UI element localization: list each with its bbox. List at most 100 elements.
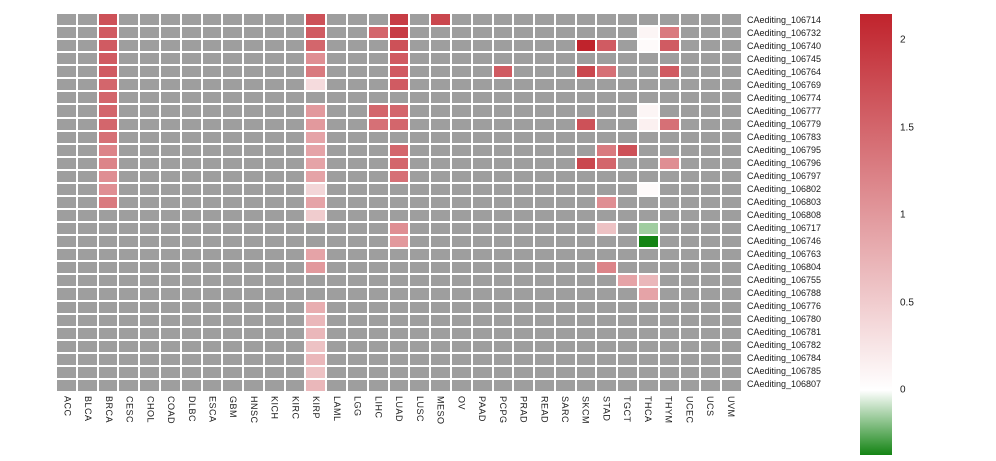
heatmap-cell [514, 210, 534, 222]
heatmap-cell [680, 196, 700, 209]
heatmap-cell [555, 105, 575, 117]
heatmap-cell [327, 27, 347, 39]
heatmap-cell [202, 170, 222, 182]
heatmap-cell [57, 340, 76, 352]
heatmap-cell [223, 14, 243, 26]
heatmap-cell [98, 327, 118, 339]
heatmap-cell [140, 262, 159, 274]
heatmap-cell [472, 105, 492, 117]
heatmap-cell [285, 249, 305, 261]
heatmap-cell [327, 105, 347, 117]
heatmap-cell [327, 144, 347, 156]
column-label: BRCA [98, 396, 119, 448]
heatmap-cell [451, 92, 471, 104]
heatmap-cell [119, 79, 139, 91]
heatmap-cell [202, 105, 222, 117]
heatmap-cell [244, 301, 263, 313]
column-label-text: THYM [663, 396, 674, 424]
heatmap-cell [722, 66, 741, 78]
heatmap-cell [98, 118, 118, 130]
heatmap-cell [181, 262, 201, 274]
heatmap-cell [285, 131, 305, 143]
heatmap-cell [410, 236, 430, 248]
heatmap-cell [535, 196, 554, 209]
heatmap-cell [431, 366, 450, 378]
heatmap-cell [348, 288, 367, 300]
heatmap-cell [472, 223, 492, 235]
heatmap-cell [576, 223, 596, 235]
heatmap-cell [555, 379, 575, 391]
column-label: PCPG [492, 396, 513, 448]
heatmap-cell [410, 157, 430, 169]
heatmap-cell [327, 353, 347, 365]
heatmap-cell [659, 27, 679, 39]
heatmap-cell [223, 210, 243, 222]
heatmap-cell [368, 118, 388, 130]
heatmap-cell [119, 249, 139, 261]
heatmap-cell [202, 131, 222, 143]
heatmap-cell [306, 249, 326, 261]
heatmap-cell [57, 210, 76, 222]
heatmap-cell [389, 118, 409, 130]
heatmap-cell [368, 327, 388, 339]
heatmap-cell [306, 379, 326, 391]
heatmap-cell [680, 183, 700, 195]
colorbar-tick-label: 0 [900, 384, 906, 396]
heatmap-cell [555, 262, 575, 274]
column-label-text: KIRC [290, 396, 301, 420]
heatmap-cell [701, 66, 721, 78]
heatmap-cell [160, 53, 180, 65]
heatmap-cell [472, 340, 492, 352]
heatmap-cell [160, 210, 180, 222]
column-label: KICH [264, 396, 285, 448]
heatmap-cell [493, 40, 513, 52]
heatmap-cell [431, 14, 450, 26]
heatmap-cell [576, 79, 596, 91]
column-label: SARC [555, 396, 576, 448]
heatmap-cell [77, 157, 97, 169]
heatmap-cell [389, 79, 409, 91]
column-label: PAAD [472, 396, 493, 448]
heatmap-cell [659, 92, 679, 104]
heatmap-cell [98, 262, 118, 274]
heatmap-cell [160, 262, 180, 274]
heatmap-cell [264, 66, 284, 78]
heatmap-cell [639, 379, 658, 391]
heatmap-cell [639, 223, 658, 235]
heatmap-cell [722, 379, 741, 391]
heatmap-cell [431, 288, 450, 300]
heatmap-cell [57, 92, 76, 104]
heatmap-cell [555, 340, 575, 352]
heatmap-cell [701, 79, 721, 91]
heatmap-cell [722, 262, 741, 274]
heatmap-cell [181, 379, 201, 391]
heatmap-cell [306, 314, 326, 326]
heatmap-cell [618, 327, 638, 339]
heatmap-cell [639, 249, 658, 261]
heatmap-cell [659, 314, 679, 326]
heatmap-cell [77, 223, 97, 235]
heatmap-cell [327, 66, 347, 78]
heatmap-cell [618, 40, 638, 52]
heatmap-cell [493, 170, 513, 182]
heatmap-cell [410, 223, 430, 235]
heatmap-cell [348, 157, 367, 169]
heatmap-cell [119, 131, 139, 143]
heatmap-cell [659, 14, 679, 26]
heatmap-cell [244, 92, 263, 104]
heatmap-cell [451, 131, 471, 143]
heatmap-cell [680, 223, 700, 235]
column-label: ACC [57, 396, 78, 448]
heatmap-cell [202, 314, 222, 326]
heatmap-cell [535, 340, 554, 352]
heatmap-cell [722, 53, 741, 65]
heatmap-cell [701, 210, 721, 222]
heatmap-cell [472, 118, 492, 130]
heatmap-cell [535, 288, 554, 300]
heatmap-cell [493, 327, 513, 339]
heatmap-cell [202, 249, 222, 261]
heatmap-cell [701, 183, 721, 195]
heatmap-cell [285, 223, 305, 235]
heatmap-cell [389, 249, 409, 261]
column-label: THCA [638, 396, 659, 448]
